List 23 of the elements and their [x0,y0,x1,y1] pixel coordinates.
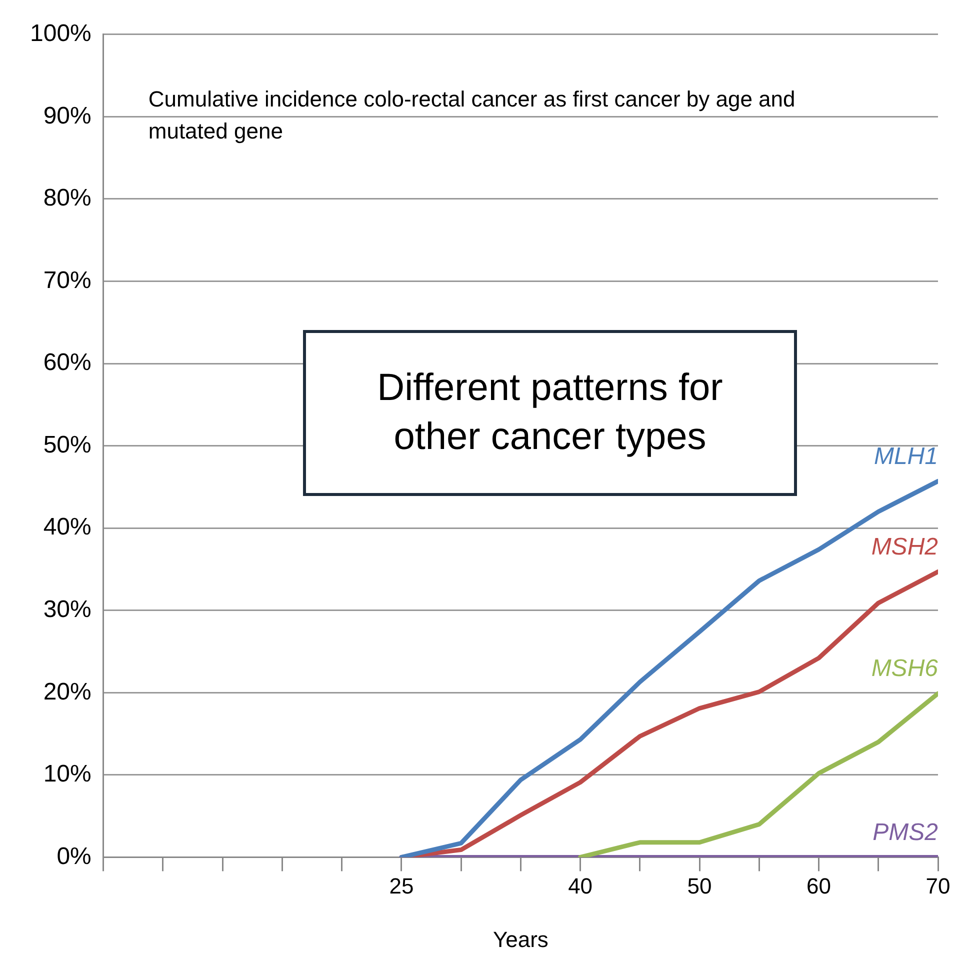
text: Cumulative incidence colo-rectal cancer as first cancer by age and mutated gene [148,86,796,144]
y-tick-label: 40% [43,514,92,541]
y-tick-label: 30% [43,596,92,623]
x-axis-title: Years [492,926,548,952]
x-tick-label: 70 [926,873,950,898]
y-tick-label: 60% [43,349,92,376]
x-tick-label: 60 [806,873,832,898]
x-tick-label: 40 [568,873,593,898]
note-box: Different patterns for other cancer types [303,330,797,496]
series-label: MLH1 [874,442,938,470]
y-tick-label: 100% [30,20,92,48]
y-tick-label: 0% [56,842,92,870]
x-tick-label: 25 [389,873,414,898]
y-tick-label: 50% [43,431,92,458]
y-tick-label: 10% [43,760,92,788]
y-tick-label: 70% [43,266,92,294]
y-tick-label: 20% [43,678,92,706]
x-tick-label: 50 [687,873,712,898]
y-tick-label: 80% [43,184,92,212]
series-label: PMS2 [872,818,938,846]
y-tick-label: 90% [43,102,92,130]
series-label: MSH2 [871,533,938,560]
series-label: MSH6 [871,655,939,682]
